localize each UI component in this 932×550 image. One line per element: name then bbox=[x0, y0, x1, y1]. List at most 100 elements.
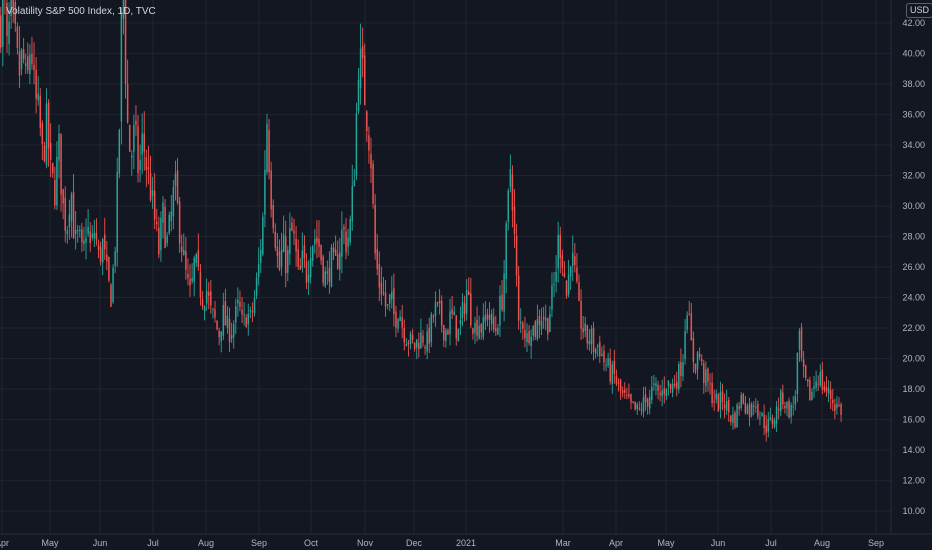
candle-body bbox=[314, 238, 316, 245]
candle bbox=[686, 311, 688, 334]
candle bbox=[353, 169, 356, 187]
candle bbox=[126, 59, 129, 124]
candle bbox=[251, 302, 254, 323]
candle bbox=[137, 114, 139, 183]
candle bbox=[497, 324, 499, 336]
candle bbox=[91, 225, 94, 241]
candle bbox=[104, 217, 106, 260]
candle bbox=[484, 301, 487, 331]
currency-badge[interactable]: USD bbox=[906, 3, 932, 18]
candle bbox=[407, 339, 410, 357]
candle bbox=[0, 6, 2, 53]
candle bbox=[293, 218, 295, 245]
candle-body bbox=[640, 409, 643, 411]
candle bbox=[237, 287, 239, 317]
candle bbox=[174, 160, 177, 201]
candle bbox=[216, 319, 218, 331]
candle-body bbox=[295, 238, 297, 252]
candle-body bbox=[249, 309, 252, 311]
candle-body bbox=[773, 420, 776, 427]
candle-body bbox=[626, 394, 628, 396]
candle bbox=[153, 173, 156, 230]
candle-body bbox=[318, 238, 320, 247]
candle bbox=[341, 211, 343, 274]
candle-body bbox=[299, 265, 302, 270]
candle-body bbox=[596, 345, 599, 347]
candle-body bbox=[74, 230, 77, 234]
candle bbox=[81, 222, 83, 252]
candle bbox=[507, 188, 510, 231]
candle-body bbox=[588, 340, 591, 345]
candle-body bbox=[651, 387, 653, 400]
candle-body bbox=[35, 69, 37, 99]
candle-body bbox=[574, 256, 576, 265]
candle-body bbox=[257, 264, 260, 277]
candle-body bbox=[124, 0, 127, 84]
candle-body bbox=[682, 362, 684, 377]
candle-body bbox=[746, 405, 749, 414]
candle bbox=[468, 277, 470, 296]
candle-body bbox=[563, 272, 566, 277]
candle-body bbox=[131, 155, 133, 158]
candle-body bbox=[137, 126, 139, 174]
candle-body bbox=[178, 201, 181, 244]
candle bbox=[133, 114, 135, 170]
candle bbox=[572, 235, 574, 282]
candle-body bbox=[141, 133, 143, 155]
candle bbox=[509, 154, 512, 193]
candle bbox=[195, 252, 198, 267]
candle bbox=[245, 314, 247, 328]
candle-body bbox=[524, 329, 526, 339]
candle bbox=[574, 243, 576, 273]
candle bbox=[305, 253, 308, 290]
candle-body bbox=[786, 401, 788, 409]
candle-body bbox=[39, 95, 42, 129]
candle bbox=[247, 303, 250, 336]
candle-body bbox=[790, 404, 792, 417]
candle-body bbox=[603, 350, 605, 363]
candle-body bbox=[195, 254, 198, 263]
candle-body bbox=[794, 396, 797, 405]
candle-body bbox=[430, 314, 433, 343]
candle bbox=[203, 305, 206, 321]
candle bbox=[651, 375, 653, 405]
candle-body bbox=[707, 368, 709, 382]
candle-body bbox=[10, 0, 12, 17]
candle bbox=[472, 327, 474, 340]
candle bbox=[52, 162, 54, 179]
candle-body bbox=[210, 291, 212, 306]
candle bbox=[299, 258, 302, 270]
candle-body bbox=[66, 230, 69, 235]
candle-body bbox=[784, 406, 786, 409]
candle bbox=[29, 44, 31, 84]
candle-body bbox=[515, 235, 518, 276]
price-axis[interactable]: 42.00 40.00 38.00 36.00 34.00 32.00 30.00 28.00… bbox=[902, 18, 925, 516]
candle bbox=[349, 215, 351, 246]
candle bbox=[295, 225, 297, 267]
candle-body bbox=[536, 319, 539, 339]
candle-body bbox=[168, 214, 170, 234]
x-tick-label: Dec bbox=[406, 538, 423, 548]
candle bbox=[511, 165, 514, 228]
candle-body bbox=[580, 300, 582, 329]
candle-body bbox=[769, 417, 772, 420]
candle-body bbox=[183, 249, 185, 255]
candles bbox=[0, 0, 842, 442]
candle-body bbox=[382, 292, 385, 294]
candle bbox=[108, 256, 110, 283]
candle bbox=[790, 402, 792, 424]
candle bbox=[761, 412, 763, 417]
candle bbox=[607, 352, 609, 368]
candle-body bbox=[6, 2, 8, 37]
x-tick-label: Apr bbox=[0, 538, 9, 548]
candle-body bbox=[443, 324, 445, 341]
time-axis[interactable]: Apr May Jun Jul Aug Sep Oct Nov Dec 2021 Mar Apr May… bbox=[0, 538, 884, 548]
candle bbox=[79, 225, 81, 238]
candle-body bbox=[309, 258, 312, 277]
candle-body bbox=[268, 129, 270, 173]
candle-body bbox=[613, 360, 616, 374]
candle-body bbox=[349, 218, 351, 243]
candle bbox=[110, 283, 112, 307]
candle-body bbox=[584, 323, 586, 331]
